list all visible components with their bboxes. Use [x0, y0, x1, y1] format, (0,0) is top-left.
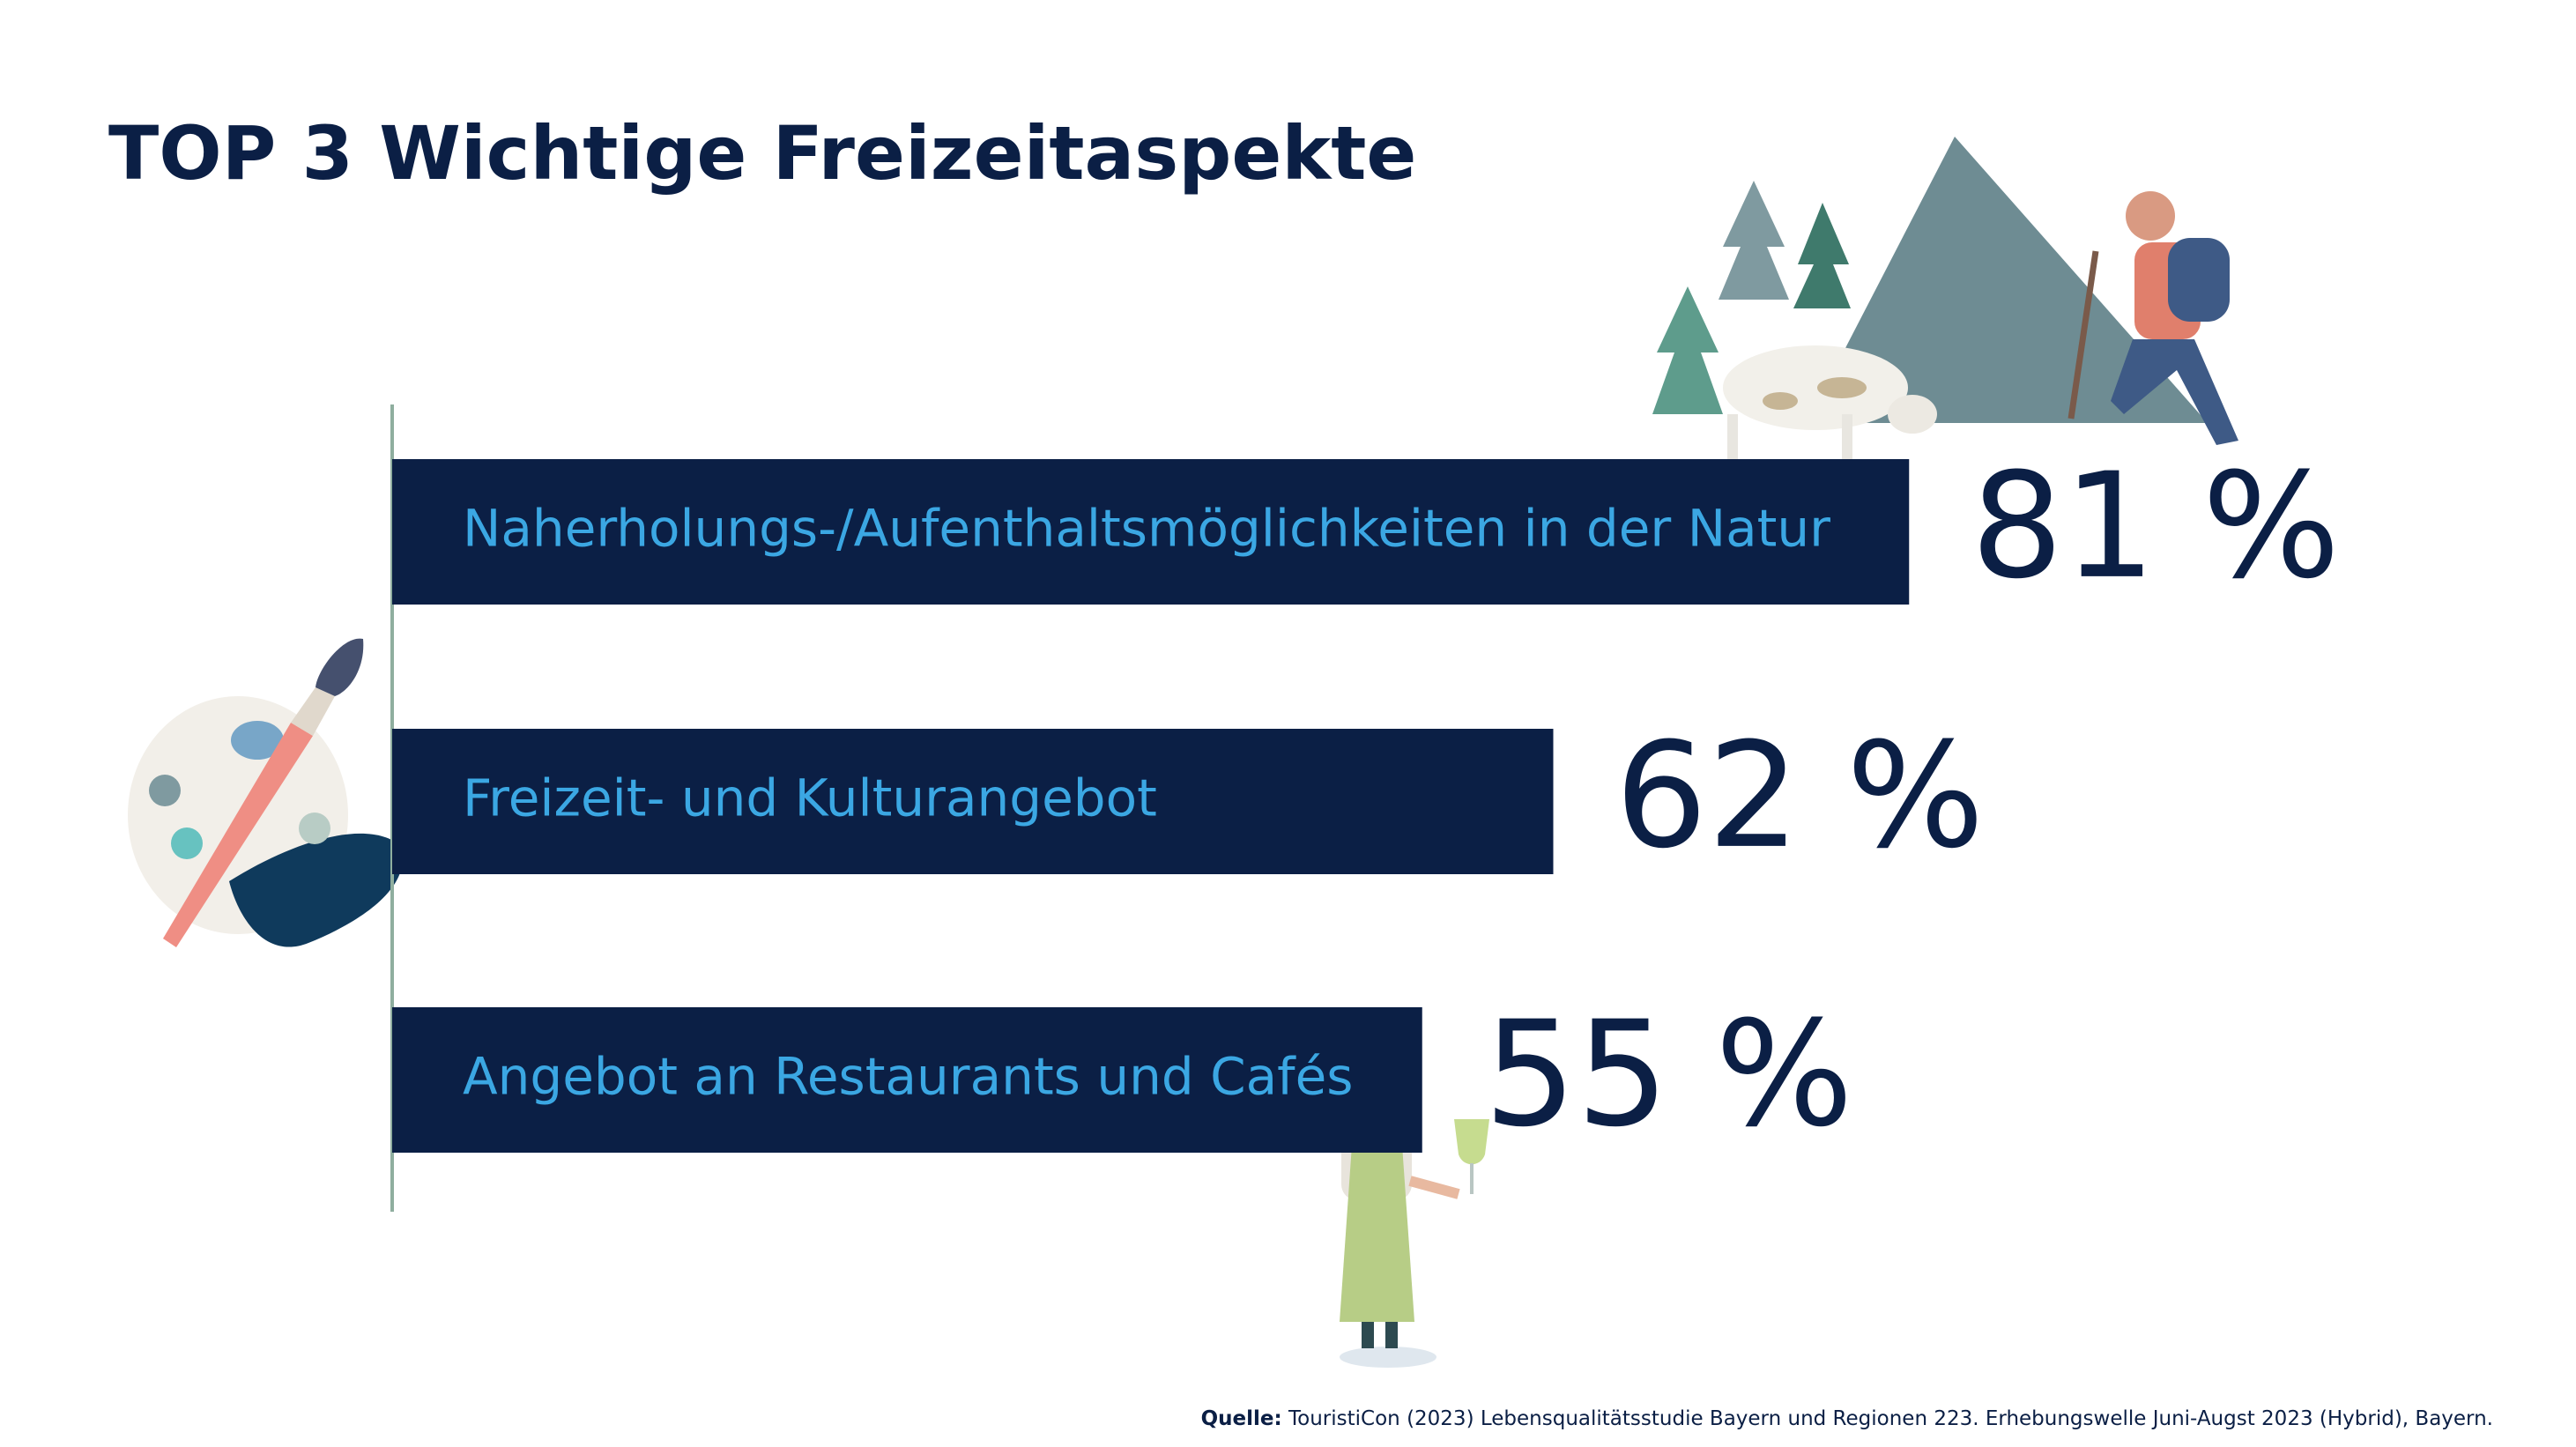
- source-text: TouristiCon (2023) Lebensqualitätsstudie…: [1288, 1407, 2493, 1430]
- bar: [392, 459, 1910, 605]
- value-label: 62 %: [1615, 711, 1985, 880]
- value-label: 55 %: [1484, 990, 1853, 1159]
- value-label: 81 %: [1971, 442, 2340, 611]
- category-label: Angebot an Restaurants und Cafés: [463, 1047, 1353, 1107]
- bar: [392, 729, 1554, 874]
- source-label: Quelle:: [1201, 1407, 1282, 1430]
- category-label: Naherholungs-/Aufenthaltsmöglichkeiten i…: [463, 499, 1830, 559]
- art-illustration: [128, 638, 404, 947]
- category-label: Freizeit- und Kulturangebot: [463, 768, 1157, 828]
- nature-illustration: [1652, 137, 2238, 476]
- chart-title: TOP 3 Wichtige Freizeitaspekte: [108, 110, 1416, 197]
- source: Quelle: TouristiCon (2023) Lebensqualitä…: [1201, 1407, 2493, 1430]
- bar: [392, 1007, 1422, 1153]
